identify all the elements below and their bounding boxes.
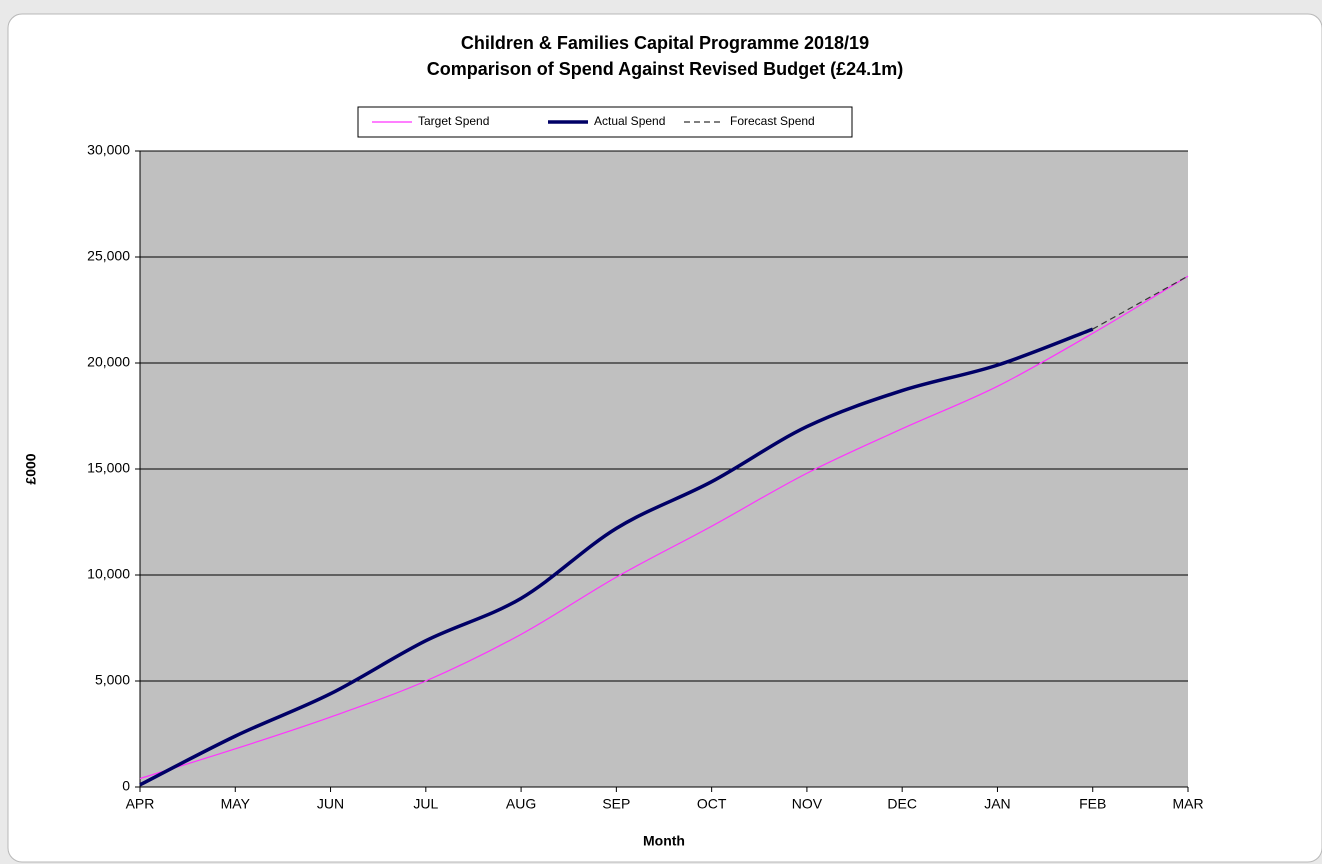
legend-label: Actual Spend — [594, 114, 665, 128]
y-tick-label: 15,000 — [87, 460, 130, 476]
x-axis-label: Month — [643, 833, 685, 849]
x-tick-label: APR — [126, 796, 155, 812]
x-tick-label: MAR — [1172, 796, 1203, 812]
x-tick-label: JUN — [317, 796, 344, 812]
legend-box — [357, 106, 853, 138]
series-line — [139, 275, 1189, 780]
y-tick-label: 30,000 — [87, 142, 130, 158]
series-line — [1092, 275, 1189, 330]
series-line — [139, 327, 1094, 787]
x-tick-label: SEP — [602, 796, 630, 812]
y-tick-label: 10,000 — [87, 566, 130, 582]
x-tick-label: MAY — [221, 796, 251, 812]
x-tick-label: JUL — [413, 796, 438, 812]
y-axis-label: £000 — [23, 453, 39, 484]
x-tick-label: DEC — [887, 796, 917, 812]
y-tick-label: 20,000 — [87, 354, 130, 370]
x-tick-label: NOV — [792, 796, 823, 812]
y-tick-label: 25,000 — [87, 248, 130, 264]
chart-subtitle: Comparison of Spend Against Revised Budg… — [427, 59, 903, 79]
legend-label: Forecast Spend — [730, 114, 815, 128]
y-tick-label: 0 — [122, 778, 130, 794]
x-tick-label: OCT — [697, 796, 727, 812]
x-tick-label: JAN — [984, 796, 1010, 812]
chart-title: Children & Families Capital Programme 20… — [461, 33, 869, 53]
x-tick-label: FEB — [1079, 796, 1106, 812]
y-tick-label: 5,000 — [95, 672, 130, 688]
x-tick-label: AUG — [506, 796, 536, 812]
legend-label: Target Spend — [418, 114, 489, 128]
